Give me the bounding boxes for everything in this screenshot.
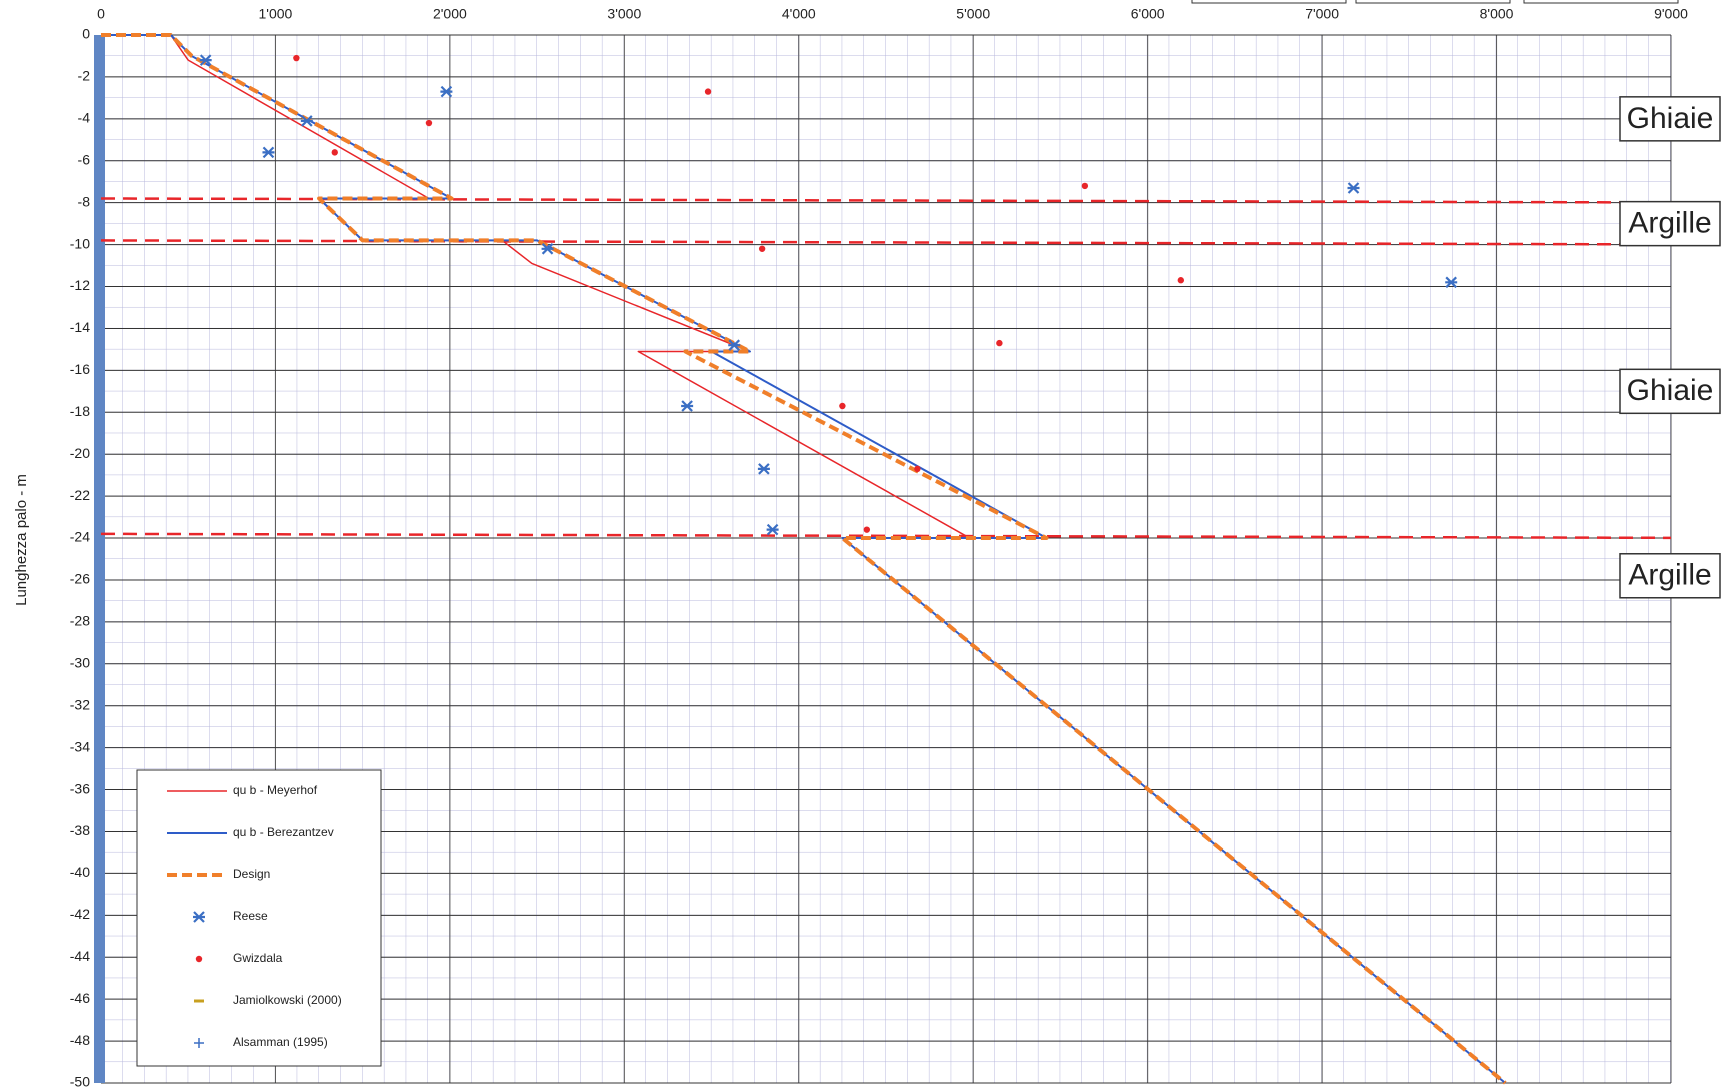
x-tick-label: 7'000 [1305, 6, 1339, 22]
y-tick-label: -24 [70, 529, 90, 545]
y-tick-label: -48 [70, 1032, 90, 1048]
legend-label: qu b - Berezantzev [233, 825, 334, 839]
layer-boundary [100, 197, 1672, 204]
top-box [1191, 0, 1347, 4]
y-tick-label: -36 [70, 780, 90, 796]
x-tick-label: 1'000 [259, 6, 293, 22]
marker-dot [331, 149, 338, 156]
y-tick-label: -44 [70, 948, 90, 964]
marker-cross [440, 85, 453, 98]
x-tick-label: 4'000 [782, 6, 816, 22]
marker-dot [839, 402, 846, 410]
y-tick-label: -40 [70, 864, 90, 880]
layer-label: Ghiaie [1627, 374, 1714, 407]
y-tick-label: -6 [78, 151, 91, 167]
y-tick-label: 0 [82, 26, 90, 42]
y-tick-label: -20 [70, 445, 90, 461]
y-tick-label: -46 [70, 990, 90, 1006]
marker-cross [757, 463, 770, 475]
layer-label: Argille [1628, 207, 1711, 240]
annotation-box [1619, 96, 1721, 142]
series-line [101, 33, 1507, 1085]
marker-dot [996, 339, 1003, 347]
y-tick-label: -42 [70, 906, 90, 922]
layer-label: Argille [1628, 559, 1711, 592]
marker-cross [681, 400, 694, 412]
legend-box [136, 769, 382, 1067]
annotation-box [1619, 553, 1721, 599]
marker-cross [262, 146, 275, 159]
marker-dot [863, 526, 871, 533]
marker-cross [300, 115, 313, 127]
marker-plus [194, 1038, 204, 1048]
legend-label: Reese [233, 909, 268, 923]
x-tick-label: 2'000 [433, 6, 467, 22]
y-tick-label: -16 [70, 361, 90, 377]
marker-cross [193, 911, 205, 923]
x-tick-label: 3'000 [607, 6, 641, 22]
y-tick-label: -10 [70, 235, 90, 251]
x-tick-label: 5'000 [956, 6, 990, 22]
y-tick-label: -12 [70, 277, 90, 293]
marker-cross [766, 523, 779, 536]
y-tick-label: -4 [78, 110, 91, 126]
top-box [1523, 0, 1679, 4]
marker-cross [1445, 276, 1458, 289]
top-box [1355, 0, 1511, 4]
marker-dot [704, 88, 712, 95]
y-axis-label: Lunghezza palo - m [13, 474, 30, 606]
marker-cross [728, 339, 741, 351]
legend-label: qu b - Meyerhof [233, 783, 318, 797]
x-tick-label: 8'000 [1480, 6, 1514, 22]
y-tick-label: -14 [70, 319, 90, 335]
marker-dot [1177, 277, 1185, 284]
layer-label: Ghiaie [1627, 102, 1714, 135]
x-tick-label: 9'000 [1654, 6, 1688, 22]
pile [94, 35, 105, 1083]
annotation-box [1619, 200, 1721, 247]
y-tick-label: -50 [70, 1074, 90, 1090]
annotation-box [1619, 368, 1721, 415]
marker-dot [1081, 182, 1089, 190]
legend-label: Design [233, 867, 270, 881]
x-tick-label: 6'000 [1131, 6, 1165, 22]
y-tick-label: -38 [70, 822, 90, 838]
marker-cross [1347, 182, 1360, 194]
legend-label: Alsamman (1995) [233, 1035, 328, 1049]
marker-cross [541, 243, 554, 255]
x-tick-label: 0 [97, 6, 105, 22]
y-tick-label: -2 [78, 68, 91, 84]
y-tick-label: -26 [70, 571, 90, 587]
layer-boundary [100, 239, 1672, 246]
marker-dot [758, 245, 766, 252]
marker-dot [425, 119, 433, 127]
y-tick-label: -22 [70, 487, 90, 503]
y-tick-label: -8 [78, 193, 91, 209]
y-tick-label: -32 [70, 696, 90, 712]
marker-dot [914, 465, 921, 473]
y-tick-label: -18 [70, 403, 90, 419]
legend-label: Jamiolkowski (2000) [233, 993, 342, 1007]
legend-label: Gwizdala [233, 951, 283, 965]
marker-dot [195, 955, 203, 963]
layer-boundary [100, 532, 1672, 540]
y-tick-label: -34 [70, 738, 90, 754]
marker-cross [199, 54, 212, 66]
y-tick-label: -28 [70, 613, 90, 629]
y-tick-label: -30 [70, 655, 90, 671]
marker-dot [293, 54, 300, 62]
